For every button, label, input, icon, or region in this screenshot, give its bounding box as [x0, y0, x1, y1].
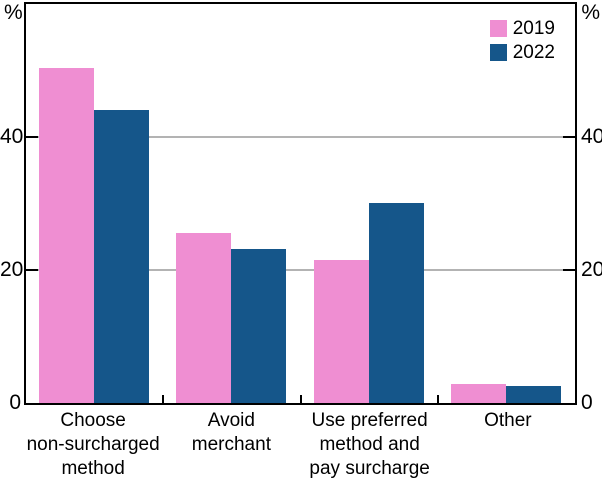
category-label-2: Avoid merchant	[191, 410, 271, 455]
legend-label-2022: 2022	[512, 42, 555, 63]
bar-2022-category-1	[94, 110, 149, 403]
legend-item-2019: 2019	[489, 18, 555, 39]
bar-2019-category-4	[450, 384, 506, 403]
bar-2019-category-2	[176, 233, 232, 403]
category-label-3: Use preferred method and pay surcharge	[309, 410, 430, 479]
bar-2019-category-1	[39, 68, 94, 403]
right-axis-tick-20	[563, 269, 575, 271]
bar-2019-category-3	[313, 260, 369, 403]
y-tick-label-right-0: 0	[581, 391, 593, 414]
left-axis-tick-20	[26, 269, 38, 271]
y-tick-label-right-40: 40	[581, 125, 602, 148]
category-boundary-tick-2	[299, 395, 302, 403]
category-label-1: Choose non-surcharged method	[26, 410, 160, 479]
bar-2022-category-2	[231, 249, 287, 403]
bar-2022-category-4	[505, 386, 561, 403]
plot-area: 2019 2022	[24, 2, 577, 405]
y-axis-unit-right: %	[581, 1, 600, 24]
bar-2022-category-3	[368, 203, 424, 403]
y-tick-label-left-40: 40	[0, 125, 24, 148]
gridline-20	[26, 269, 575, 271]
legend-swatch-2022	[489, 44, 507, 61]
category-boundary-tick-3	[436, 395, 439, 403]
left-axis-tick-40	[26, 136, 38, 138]
legend-item-2022: 2022	[489, 42, 555, 63]
right-axis-tick-40	[563, 136, 575, 138]
gridline-40	[26, 136, 575, 138]
y-axis-unit-left: %	[4, 1, 23, 24]
y-tick-label-left-0: 0	[9, 391, 21, 414]
y-tick-label-left-20: 20	[0, 258, 24, 281]
legend-label-2019: 2019	[512, 18, 555, 39]
y-tick-label-right-20: 20	[581, 258, 602, 281]
legend: 2019 2022	[489, 18, 555, 68]
legend-swatch-2019	[489, 20, 507, 37]
category-boundary-tick-1	[162, 395, 165, 403]
category-label-4: Other	[484, 410, 532, 431]
